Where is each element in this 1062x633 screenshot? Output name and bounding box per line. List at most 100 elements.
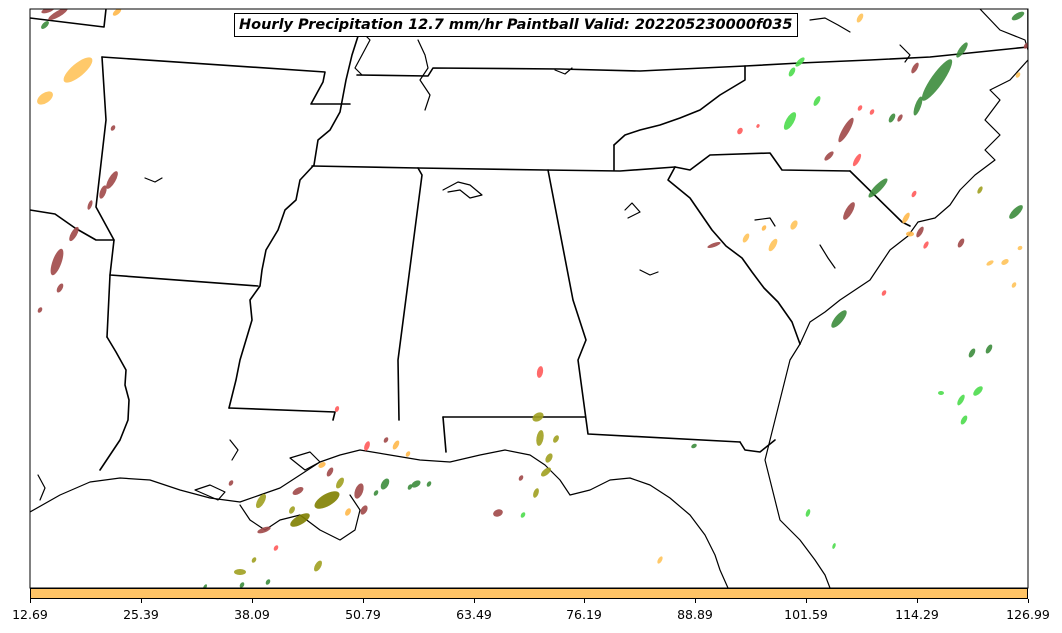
precip-blob [1009, 205, 1023, 219]
precip-blob [411, 480, 421, 488]
precip-blob [790, 220, 798, 230]
precip-blob [957, 394, 965, 406]
precip-blob [832, 543, 836, 549]
precip-blob [1011, 11, 1025, 21]
precip-blob [843, 202, 855, 220]
precip-blob [852, 153, 862, 167]
colorbar-tick-label: 38.09 [234, 607, 270, 622]
precip-blob [541, 467, 551, 477]
precip-blob [255, 493, 267, 509]
precip-blob [831, 310, 847, 328]
precip-blob [110, 125, 116, 131]
precip-blob [314, 491, 340, 509]
precip-blob [518, 475, 524, 481]
precip-blob [906, 231, 914, 237]
precip-blob [553, 435, 559, 443]
precip-blob [888, 113, 896, 123]
precip-blob [742, 233, 750, 243]
precip-blob [50, 248, 64, 276]
precip-blob [536, 366, 544, 378]
precip-blob [938, 391, 944, 395]
colorbar-tick [363, 599, 364, 603]
precip-blob [234, 569, 246, 575]
colorbar-tick-label: 63.49 [456, 607, 492, 622]
colorbar [30, 588, 1028, 599]
precip-blob [1011, 282, 1017, 288]
precip-blob [824, 151, 834, 161]
precip-blob [916, 226, 924, 238]
precip-blob [203, 584, 207, 588]
precip-blob [911, 190, 917, 198]
precip-blob [1001, 259, 1009, 265]
colorbar-tick-label: 76.19 [566, 607, 602, 622]
precip-blob [493, 509, 503, 517]
precip-blob [265, 579, 271, 585]
precip-blob [37, 91, 53, 105]
precip-blob [897, 114, 903, 122]
precip-blob [921, 59, 953, 101]
precip-blob [923, 241, 929, 249]
precip-blob [354, 483, 364, 499]
precip-blob [956, 42, 968, 58]
precip-blob [326, 467, 334, 477]
precip-blob [788, 67, 796, 77]
precip-blob [737, 127, 743, 135]
precip-blob [360, 505, 368, 515]
precip-blob [99, 185, 107, 199]
precip-blob [657, 556, 663, 564]
precip-blob [1017, 245, 1023, 251]
precip-blob [977, 186, 983, 194]
colorbar-tick [474, 599, 475, 603]
precip-blob [973, 386, 983, 396]
precip-blob [805, 509, 811, 517]
precip-blob [37, 307, 43, 313]
precip-blob [960, 415, 968, 425]
state-boundaries [30, 9, 1028, 471]
precip-blob [228, 480, 234, 486]
precip-blob [756, 124, 760, 128]
precip-blob [869, 109, 875, 115]
precip-blob [239, 582, 245, 588]
precip-blob [314, 560, 322, 572]
precip-blob [112, 9, 122, 16]
colorbar-tick [30, 599, 31, 603]
precipitation-paintball-layer [37, 9, 1028, 588]
precip-blob [986, 260, 994, 266]
colorbar-tick [141, 599, 142, 603]
precip-blob [533, 488, 539, 498]
precip-blob [911, 62, 919, 74]
precip-blob [345, 508, 351, 516]
precip-blob [532, 412, 544, 422]
precip-blob [336, 477, 344, 489]
colorbar-tick-label: 101.59 [784, 607, 828, 622]
colorbar-tick [1028, 599, 1029, 603]
colorbar-tick-label: 126.99 [1006, 607, 1050, 622]
map-title: Hourly Precipitation 12.7 mm/hr Paintbal… [234, 13, 798, 37]
precip-blob [56, 283, 64, 293]
precip-blob [856, 13, 864, 23]
precip-blob [334, 406, 340, 412]
precip-blob [257, 526, 271, 534]
precip-blob [407, 484, 413, 490]
colorbar-tick [806, 599, 807, 603]
colorbar-tick-label: 25.39 [123, 607, 159, 622]
precip-blob [868, 178, 888, 198]
precip-blob [292, 487, 304, 495]
precip-blob [761, 225, 767, 231]
precip-blob [273, 545, 279, 551]
precip-blob [1015, 72, 1021, 78]
precip-blob [783, 112, 797, 130]
precip-blob [87, 200, 93, 210]
precip-blob [392, 440, 400, 450]
colorbar-tick-label: 88.89 [677, 607, 713, 622]
precip-blob [968, 348, 976, 358]
precip-blob [520, 512, 526, 518]
colorbar-tick [584, 599, 585, 603]
precip-blob [985, 344, 993, 354]
precip-blob [290, 513, 310, 527]
precip-blob [881, 290, 887, 296]
precip-blob [318, 462, 326, 468]
colorbar-tick [695, 599, 696, 603]
colorbar-tick-label: 114.29 [895, 607, 939, 622]
